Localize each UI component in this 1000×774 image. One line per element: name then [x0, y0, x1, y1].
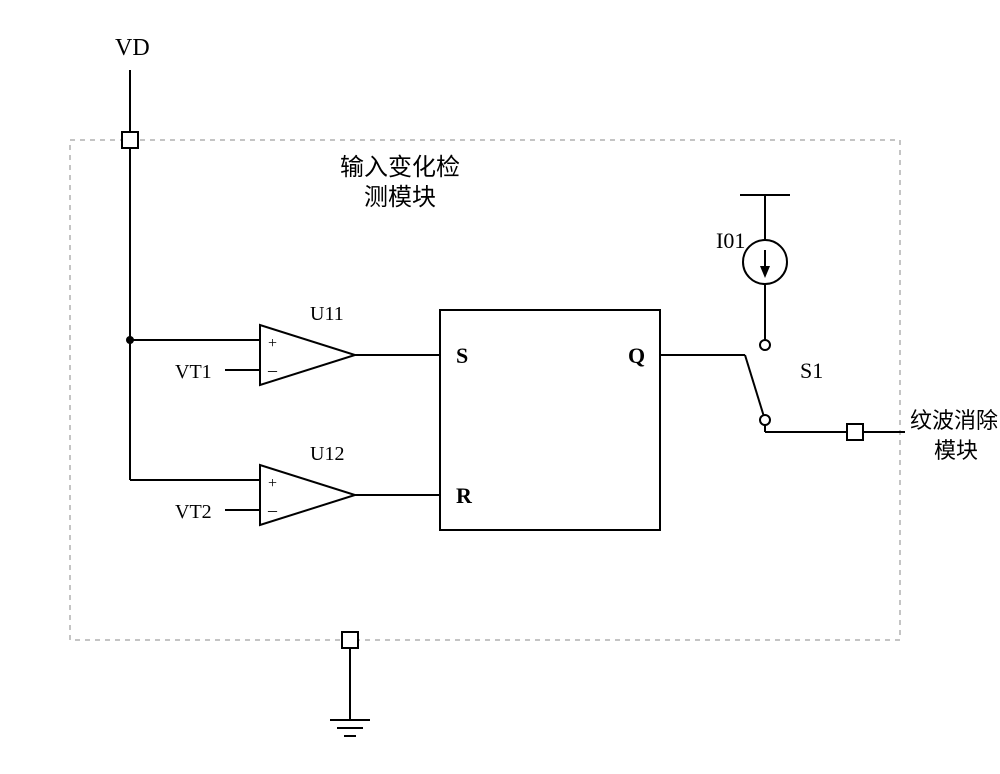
u11-minus: –	[267, 360, 278, 380]
latch-r: R	[456, 483, 473, 508]
vd-label: VD	[115, 35, 150, 61]
module-title-line1: 输入变化检	[340, 154, 460, 181]
u12-plus: +	[268, 475, 277, 492]
u12-minus: –	[267, 500, 278, 520]
out-label-2: 模块	[934, 438, 978, 463]
sr-latch	[440, 310, 660, 530]
vt2-label: VT2	[175, 501, 212, 523]
vt1-label: VT1	[175, 361, 212, 383]
right-terminal	[847, 424, 863, 440]
u11-plus: +	[268, 335, 277, 352]
latch-s: S	[456, 343, 468, 368]
u11-label: U11	[310, 303, 344, 325]
circuit-diagram: 输入变化检 测模块 VD VT1 VT2 + – U11 + – U12	[70, 35, 998, 736]
u12-label: U12	[310, 443, 344, 465]
top-terminal	[122, 132, 138, 148]
switch-lever	[745, 355, 765, 420]
switch-top-contact	[760, 340, 770, 350]
module-title-line2: 测模块	[364, 184, 436, 211]
switch-bot-contact	[760, 415, 770, 425]
s1-label: S1	[800, 358, 823, 383]
i01-label: I01	[716, 228, 745, 253]
bottom-terminal	[342, 632, 358, 648]
latch-q: Q	[628, 343, 645, 368]
out-label-1: 纹波消除	[910, 408, 998, 433]
